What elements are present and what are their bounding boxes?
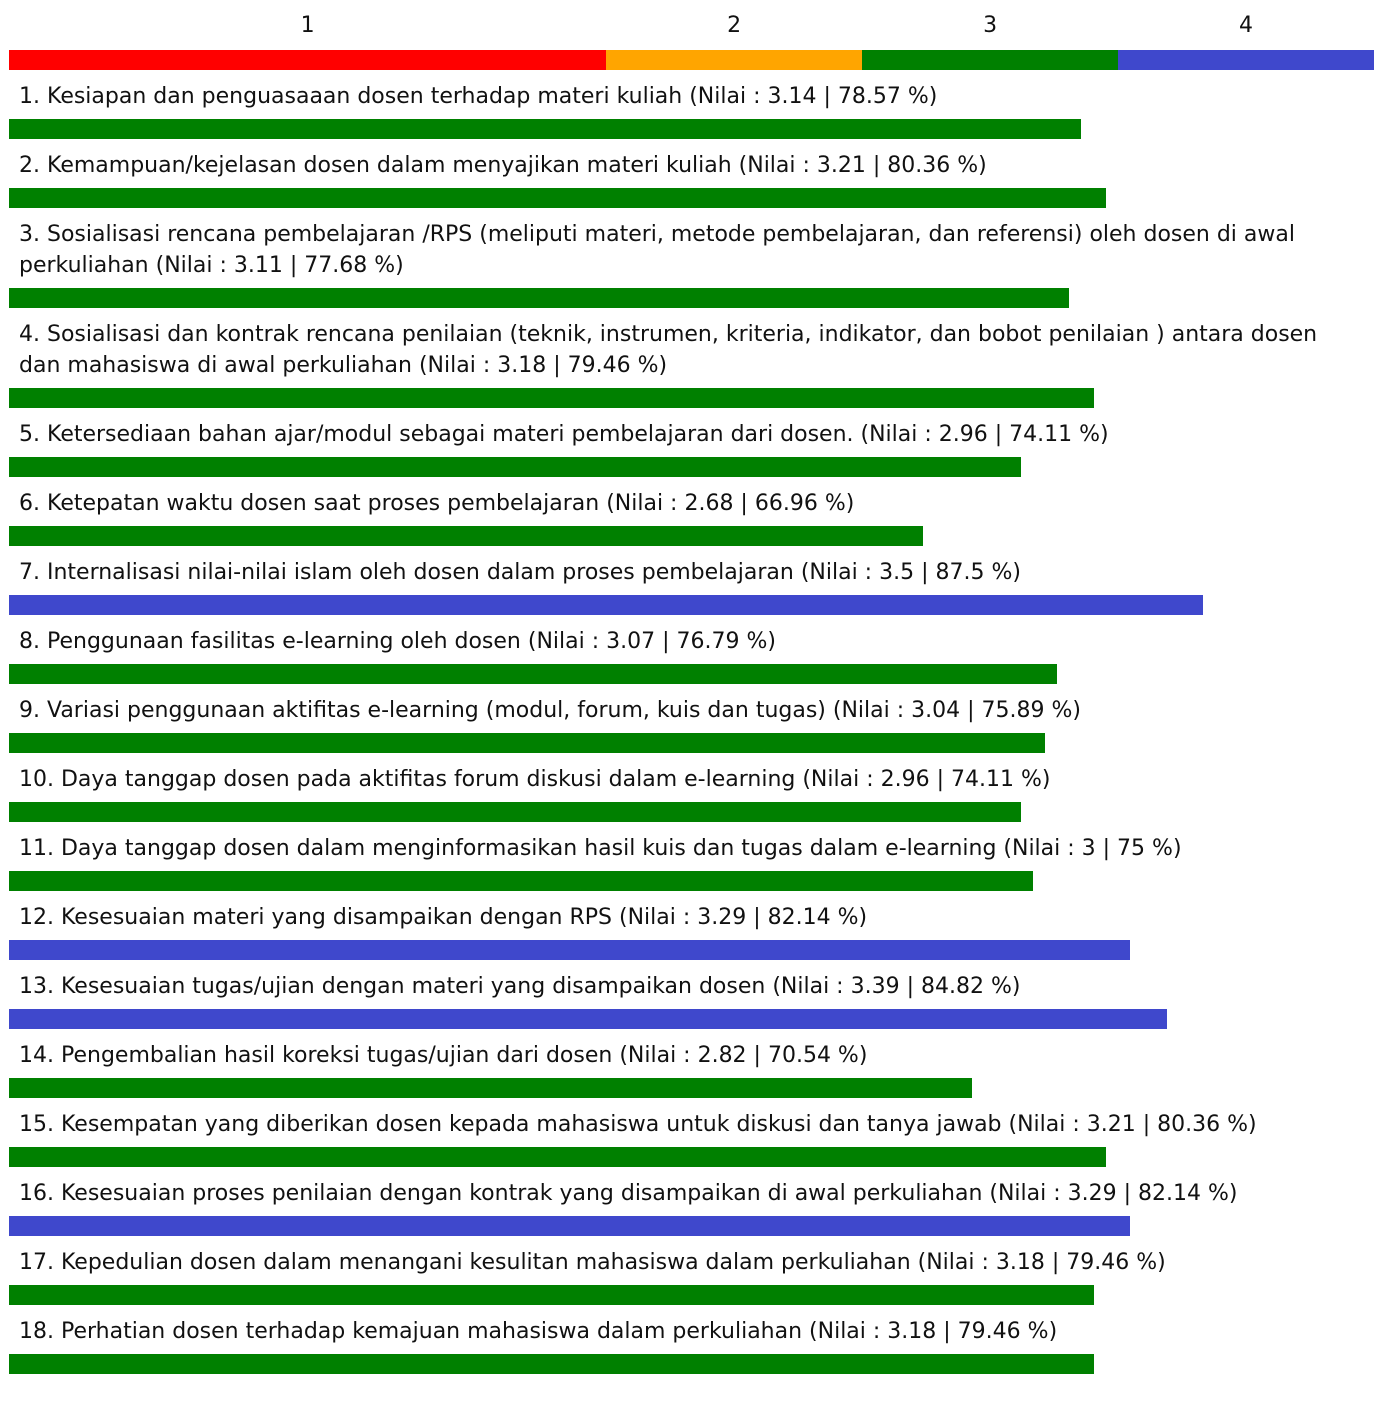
scale-segment: [1118, 50, 1374, 70]
score-bar: [9, 188, 1106, 208]
scale-label: 2: [727, 13, 742, 38]
score-bar: [9, 733, 1045, 753]
scale-header: 1 2 3 4: [0, 0, 1374, 70]
score-bar: [9, 119, 1082, 139]
score-bar: [9, 1147, 1106, 1167]
item-label: 13. Kesesuaian tugas/ujian dengan materi…: [19, 974, 1021, 999]
item-label: 18. Perhatian dosen terhadap kemajuan ma…: [19, 1319, 1058, 1344]
score-bar: [9, 1285, 1094, 1305]
item-label: 10. Daya tanggap dosen pada aktifitas fo…: [19, 767, 1051, 792]
item-label: 12. Kesesuaian materi yang disampaikan d…: [19, 905, 868, 930]
score-bar: [9, 388, 1094, 408]
scale-segment: [606, 50, 863, 70]
score-bar: [9, 288, 1070, 308]
item-label: 4. Sosialisasi dan kontrak rencana penil…: [19, 322, 1318, 378]
scale-label: 4: [1239, 13, 1254, 38]
item-label: 3. Sosialisasi rencana pembelajaran /RPS…: [19, 222, 1295, 278]
score-bar: [9, 940, 1131, 960]
item-label: 15. Kesempatan yang diberikan dosen kepa…: [19, 1112, 1257, 1137]
item-label: 9. Variasi penggunaan aktifitas e-learni…: [19, 698, 1081, 723]
score-bar: [9, 1009, 1167, 1029]
score-bar: [9, 1216, 1131, 1236]
score-bar: [9, 595, 1204, 615]
item-label: 2. Kemampuan/kejelasan dosen dalam menya…: [19, 153, 987, 178]
item-label: 7. Internalisasi nilai-nilai islam oleh …: [19, 560, 1021, 585]
score-bar: [9, 802, 1021, 822]
item-list: 1. Kesiapan dan penguasaaan dosen terhad…: [0, 81, 1374, 1374]
item-label: 11. Daya tanggap dosen dalam menginforma…: [19, 836, 1182, 861]
score-bar: [9, 871, 1033, 891]
scale-label: 1: [300, 13, 315, 38]
item-label: 17. Kepedulian dosen dalam menangani kes…: [19, 1250, 1166, 1275]
score-bar: [9, 526, 923, 546]
survey-results: 1 2 3 4 1. Kesiapan dan penguasaaan dosen t…: [0, 0, 1374, 1374]
score-bar: [9, 1354, 1094, 1374]
item-label: 8. Penggunaan fasilitas e-learning oleh …: [19, 629, 776, 654]
item-label: 14. Pengembalian hasil koreksi tugas/uji…: [19, 1043, 868, 1068]
item-label: 5. Ketersediaan bahan ajar/modul sebagai…: [19, 422, 1109, 447]
scale-segment: [9, 50, 607, 70]
item-label: 6. Ketepatan waktu dosen saat proses pem…: [19, 491, 855, 516]
item-label: 16. Kesesuaian proses penilaian dengan k…: [19, 1181, 1238, 1206]
score-bar: [9, 457, 1021, 477]
scale-label: 3: [983, 13, 998, 38]
scale-segment: [862, 50, 1119, 70]
item-label: 1. Kesiapan dan penguasaaan dosen terhad…: [19, 84, 938, 109]
score-bar: [9, 1078, 972, 1098]
score-bar: [9, 664, 1058, 684]
